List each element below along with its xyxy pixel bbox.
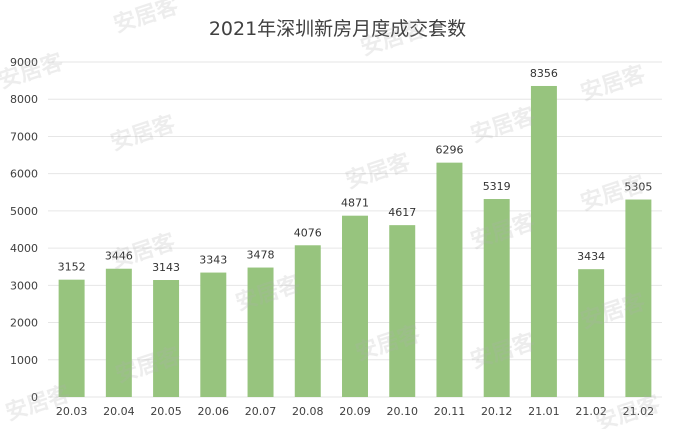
bar — [153, 280, 180, 397]
x-tick-label: 21.02 — [623, 405, 655, 418]
y-tick-label: 9000 — [10, 56, 38, 69]
data-label: 3143 — [152, 261, 180, 274]
chart-title: 2021年深圳新房月度成交套数 — [208, 18, 467, 40]
watermark: 安居客 — [2, 380, 74, 425]
bar — [578, 269, 605, 397]
bar — [200, 272, 227, 397]
y-tick-label: 7000 — [10, 130, 38, 143]
x-tick-label: 20.04 — [103, 405, 135, 418]
bar — [58, 279, 85, 397]
bar — [342, 215, 368, 397]
y-tick-label: 5000 — [10, 205, 38, 218]
data-label: 3343 — [199, 254, 227, 267]
data-label: 6296 — [435, 144, 463, 157]
x-tick-label: 20.06 — [198, 405, 230, 418]
data-label: 5319 — [483, 180, 511, 193]
y-tick-label: 4000 — [10, 242, 38, 255]
bar — [625, 199, 652, 397]
data-label: 3434 — [577, 250, 605, 263]
bar — [105, 268, 132, 397]
x-tick-label: 20.09 — [339, 405, 371, 418]
x-tick-label: 20.08 — [292, 405, 324, 418]
watermark: 安居客 — [357, 15, 429, 60]
x-tick-label: 20.11 — [434, 405, 466, 418]
watermark: 安居客 — [467, 102, 539, 147]
data-label: 5305 — [624, 181, 652, 194]
x-tick-label: 20.10 — [386, 405, 418, 418]
y-tick-label: 0 — [31, 391, 38, 404]
x-tick-label: 20.03 — [56, 405, 88, 418]
x-tick-label: 21.01 — [528, 405, 560, 418]
data-label: 4871 — [341, 197, 369, 210]
y-tick-label: 1000 — [10, 354, 38, 367]
y-tick-label: 3000 — [10, 279, 38, 292]
bar — [530, 85, 557, 398]
y-tick-label: 8000 — [10, 93, 38, 106]
y-tick-label: 2000 — [10, 317, 38, 330]
watermark: 安居客 — [107, 110, 179, 155]
data-label: 4076 — [294, 226, 322, 239]
data-label: 3152 — [58, 261, 86, 274]
bar — [247, 267, 274, 397]
data-label: 8356 — [530, 67, 558, 80]
bar — [389, 225, 416, 397]
x-tick-label: 21.02 — [575, 405, 607, 418]
data-label: 3446 — [105, 250, 133, 263]
watermark: 安居客 — [342, 148, 414, 193]
watermark: 安居客 — [110, 0, 182, 38]
data-label: 3478 — [247, 249, 275, 262]
bar — [483, 199, 510, 397]
bar — [436, 162, 463, 397]
y-tick-label: 6000 — [10, 168, 38, 181]
bar — [294, 245, 321, 397]
x-tick-label: 20.05 — [150, 405, 182, 418]
data-label: 4617 — [388, 206, 416, 219]
x-tick-label: 20.07 — [245, 405, 277, 418]
x-tick-label: 20.12 — [481, 405, 513, 418]
